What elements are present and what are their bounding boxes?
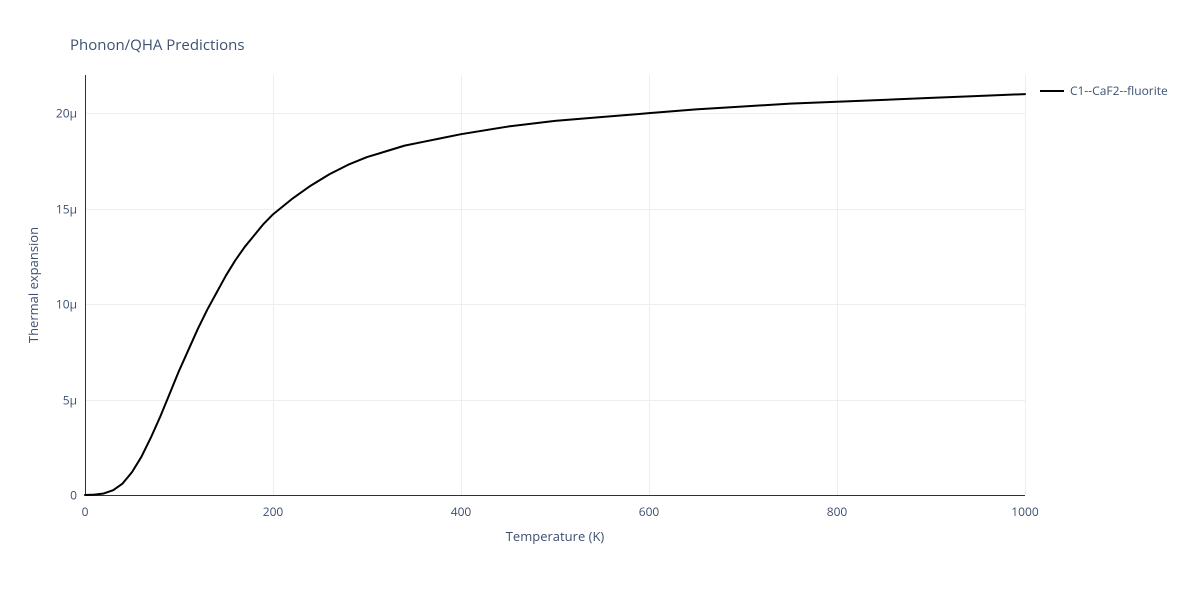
y-tick-label: 0 (70, 487, 77, 504)
x-axis-label: Temperature (K) (506, 527, 605, 545)
legend-series-line (1040, 90, 1064, 92)
x-grid-line (1025, 75, 1026, 495)
chart-title: Phonon/QHA Predictions (70, 35, 245, 55)
y-tick-label: 20μ (56, 105, 77, 122)
x-tick-label: 800 (827, 503, 848, 520)
x-tick-label: 0 (82, 503, 89, 520)
x-tick-label: 600 (639, 503, 660, 520)
legend: C1--CaF2--fluorite (1040, 82, 1168, 99)
y-tick-label: 15μ (56, 200, 77, 217)
x-tick-label: 400 (451, 503, 472, 520)
y-tick-label: 5μ (63, 391, 77, 408)
x-tick-label: 1000 (1011, 503, 1038, 520)
plot-area (85, 75, 1025, 495)
series-line[interactable] (85, 94, 1025, 495)
x-axis-line (85, 495, 1025, 496)
chart-container: Phonon/QHA Predictions Temperature (K) T… (0, 0, 1200, 600)
series-svg (85, 75, 1025, 495)
y-tick-label: 10μ (56, 296, 77, 313)
x-tick-label: 200 (263, 503, 284, 520)
y-axis-label: Thermal expansion (24, 227, 42, 343)
legend-series-label: C1--CaF2--fluorite (1070, 82, 1168, 99)
